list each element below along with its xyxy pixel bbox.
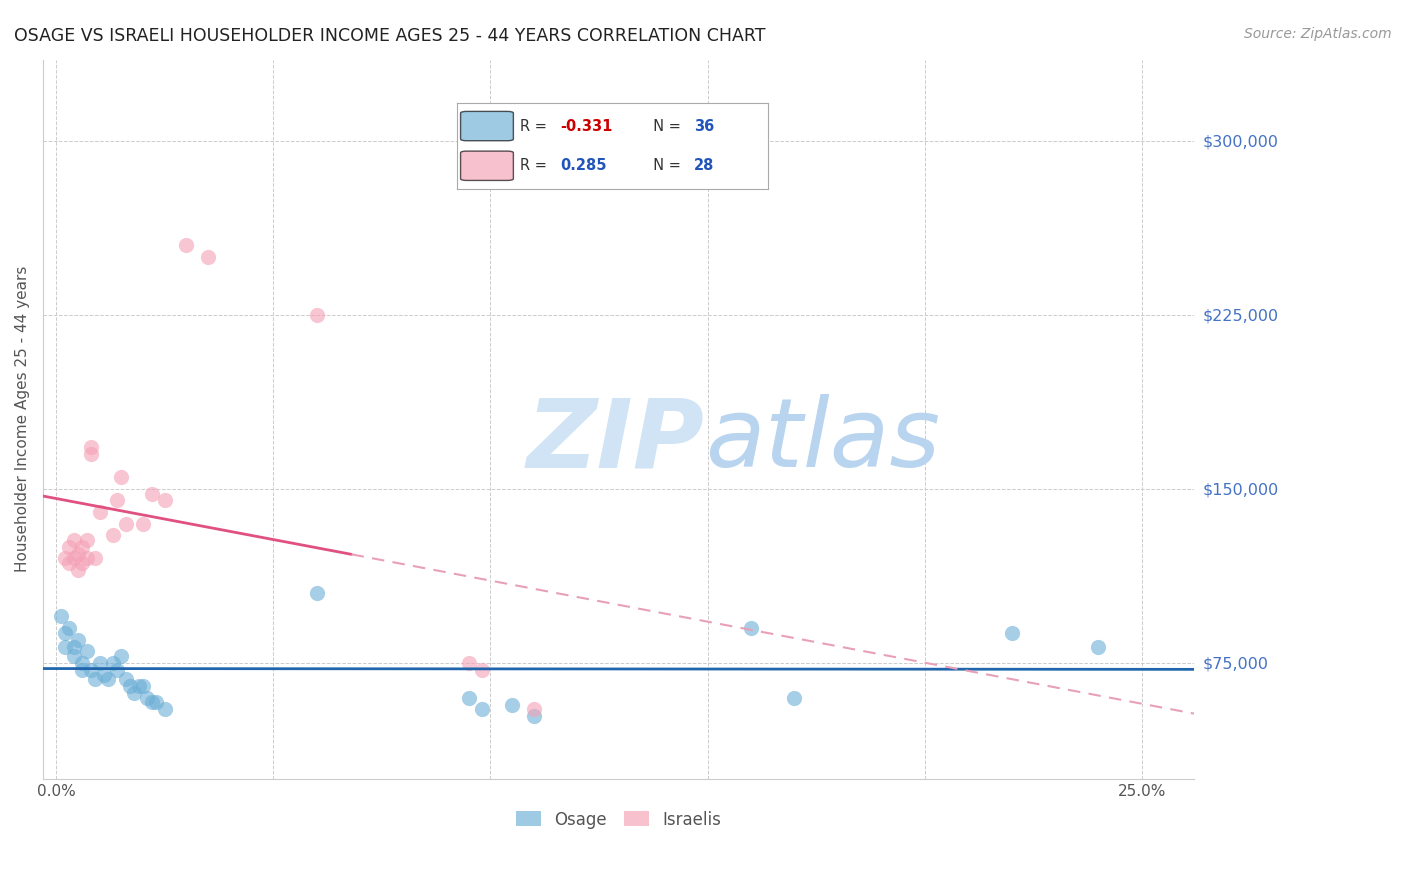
- Point: [110, 470, 132, 484]
- Point: [53, 551, 76, 566]
- Point: [176, 238, 198, 252]
- Point: [105, 493, 128, 508]
- Text: Source: ZipAtlas.com: Source: ZipAtlas.com: [1244, 27, 1392, 41]
- Point: [80, 663, 103, 677]
- Point: [145, 695, 167, 709]
- Point: [58, 556, 80, 570]
- Legend: Osage, Israelis: Osage, Israelis: [509, 804, 728, 835]
- Point: [128, 679, 150, 693]
- Point: [114, 516, 136, 531]
- Point: [197, 250, 219, 264]
- Point: [523, 709, 546, 723]
- Point: [66, 547, 89, 561]
- Point: [62, 648, 84, 663]
- Point: [1087, 640, 1109, 654]
- Point: [76, 533, 98, 547]
- Point: [84, 672, 107, 686]
- Point: [84, 551, 107, 566]
- Point: [501, 698, 523, 712]
- Point: [305, 308, 328, 322]
- Point: [53, 640, 76, 654]
- Point: [457, 656, 479, 670]
- Point: [105, 663, 128, 677]
- Point: [66, 632, 89, 647]
- Point: [62, 640, 84, 654]
- Point: [523, 702, 546, 716]
- Point: [49, 609, 72, 624]
- Point: [471, 702, 494, 716]
- Point: [132, 516, 155, 531]
- Point: [114, 672, 136, 686]
- Point: [76, 551, 98, 566]
- Point: [740, 621, 762, 635]
- Point: [62, 533, 84, 547]
- Point: [118, 679, 141, 693]
- Point: [141, 486, 163, 500]
- Point: [89, 656, 111, 670]
- Point: [72, 556, 94, 570]
- Point: [53, 625, 76, 640]
- Point: [110, 648, 132, 663]
- Point: [58, 621, 80, 635]
- Point: [97, 672, 120, 686]
- Text: OSAGE VS ISRAELI HOUSEHOLDER INCOME AGES 25 - 44 YEARS CORRELATION CHART: OSAGE VS ISRAELI HOUSEHOLDER INCOME AGES…: [14, 27, 765, 45]
- Point: [471, 663, 494, 677]
- Point: [80, 440, 103, 454]
- Point: [153, 702, 176, 716]
- Text: ZIP: ZIP: [526, 394, 704, 487]
- Y-axis label: Householder Income Ages 25 - 44 years: Householder Income Ages 25 - 44 years: [15, 266, 30, 573]
- Point: [305, 586, 328, 600]
- Point: [72, 663, 94, 677]
- Text: atlas: atlas: [704, 394, 939, 487]
- Point: [72, 540, 94, 554]
- Point: [783, 690, 806, 705]
- Point: [93, 667, 115, 681]
- Point: [132, 679, 155, 693]
- Point: [89, 505, 111, 519]
- Point: [101, 528, 124, 542]
- Point: [141, 695, 163, 709]
- Point: [124, 686, 146, 700]
- Point: [66, 563, 89, 577]
- Point: [457, 690, 479, 705]
- Point: [136, 690, 159, 705]
- Point: [72, 656, 94, 670]
- Point: [153, 493, 176, 508]
- Point: [80, 447, 103, 461]
- Point: [76, 644, 98, 658]
- Point: [1000, 625, 1022, 640]
- Point: [62, 551, 84, 566]
- Point: [101, 656, 124, 670]
- Point: [58, 540, 80, 554]
